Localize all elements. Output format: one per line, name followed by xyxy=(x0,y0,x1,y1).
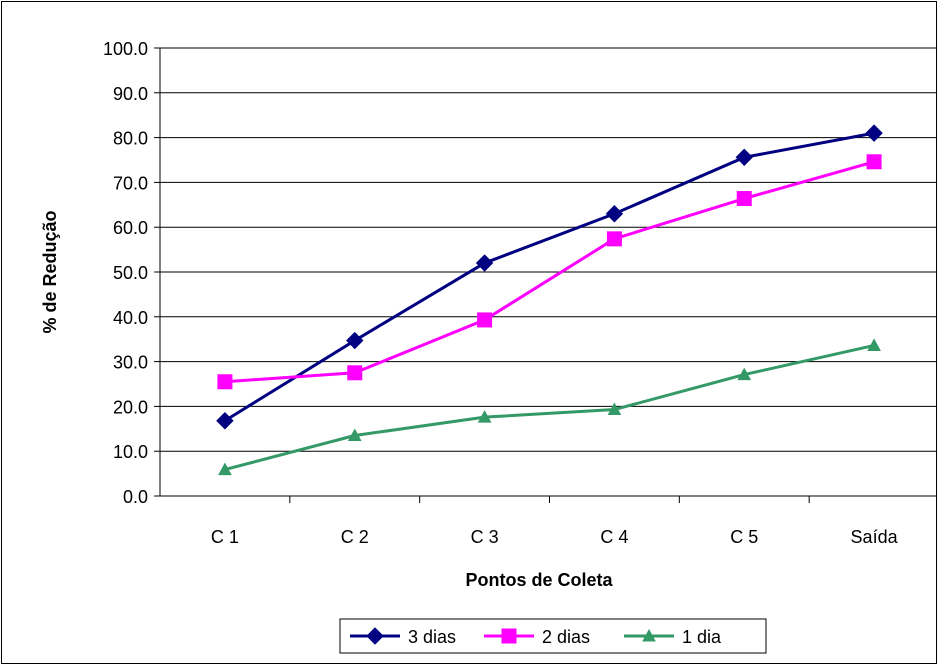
axes: 0.0 10.0 20.0 30.0 40.0 50.0 60.0 70.0 80.0 90.0 1… xyxy=(103,39,939,547)
legend-marker-1-dia xyxy=(642,628,656,642)
x-tick-label: C 4 xyxy=(600,527,628,547)
gridlines xyxy=(160,47,939,452)
legend: 3 dias 2 dias 1 dia xyxy=(339,618,767,654)
data-point-3-dias xyxy=(735,148,753,167)
y-tick-label: 100.0 xyxy=(103,39,148,59)
y-tick-label: 0.0 xyxy=(123,487,148,507)
legend-box xyxy=(339,618,767,654)
x-tick-label: Saída xyxy=(851,527,899,547)
data-point-1-dia xyxy=(607,402,622,416)
data-point-1-dia xyxy=(218,462,232,476)
data-point-2-dias xyxy=(347,365,363,381)
legend-label-3-dias: 3 dias xyxy=(408,627,456,647)
y-tick-label: 40.0 xyxy=(113,308,148,328)
data-point-2-dias xyxy=(217,374,233,390)
y-tick-label: 80.0 xyxy=(113,129,148,149)
y-tick-label: 70.0 xyxy=(113,173,148,193)
legend-marker-3-dias xyxy=(366,627,384,645)
data-point-1-dia xyxy=(347,428,362,442)
data-point-2-dias xyxy=(477,312,493,328)
data-point-3-dias xyxy=(865,124,883,142)
series xyxy=(216,124,883,476)
legend-label-1-dia: 1 dia xyxy=(682,627,722,647)
data-point-2-dias xyxy=(866,154,882,170)
legend-label-2-dias: 2 dias xyxy=(542,627,590,647)
y-tick-label: 90.0 xyxy=(113,84,148,104)
data-point-3-dias xyxy=(605,205,624,223)
data-point-3-dias xyxy=(475,254,494,272)
x-tick-label: C 1 xyxy=(211,527,239,547)
y-tick-label: 50.0 xyxy=(113,263,148,283)
data-point-1-dia xyxy=(867,338,881,351)
data-point-2-dias xyxy=(736,191,752,207)
legend-marker-2-dias xyxy=(501,628,517,644)
data-point-3-dias xyxy=(216,412,234,430)
data-point-2-dias xyxy=(606,231,622,247)
x-tick-label: C 5 xyxy=(730,527,758,547)
x-axis-title: Pontos de Coleta xyxy=(465,570,613,590)
y-tick-label: 10.0 xyxy=(113,442,148,462)
x-tick-label: C 3 xyxy=(471,527,499,547)
y-tick-label: 30.0 xyxy=(113,353,148,373)
series-line-3-dias xyxy=(224,131,875,423)
data-point-1-dia xyxy=(477,410,492,423)
data-point-1-dia xyxy=(737,367,752,381)
x-tick-label: C 2 xyxy=(341,527,369,547)
data-point-3-dias xyxy=(346,331,364,350)
y-axis-title: % de Redução xyxy=(40,210,60,333)
y-tick-label: 60.0 xyxy=(113,218,148,238)
series-line-1-dia xyxy=(224,344,875,472)
y-tick-label: 20.0 xyxy=(113,397,148,417)
series-line-2-dias xyxy=(224,160,875,384)
